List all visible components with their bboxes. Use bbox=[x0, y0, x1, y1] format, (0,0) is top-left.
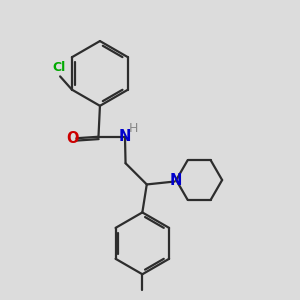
Text: N: N bbox=[170, 172, 182, 188]
Text: H: H bbox=[128, 122, 138, 135]
Text: Cl: Cl bbox=[52, 61, 65, 74]
Text: O: O bbox=[67, 131, 79, 146]
Text: N: N bbox=[119, 129, 131, 144]
